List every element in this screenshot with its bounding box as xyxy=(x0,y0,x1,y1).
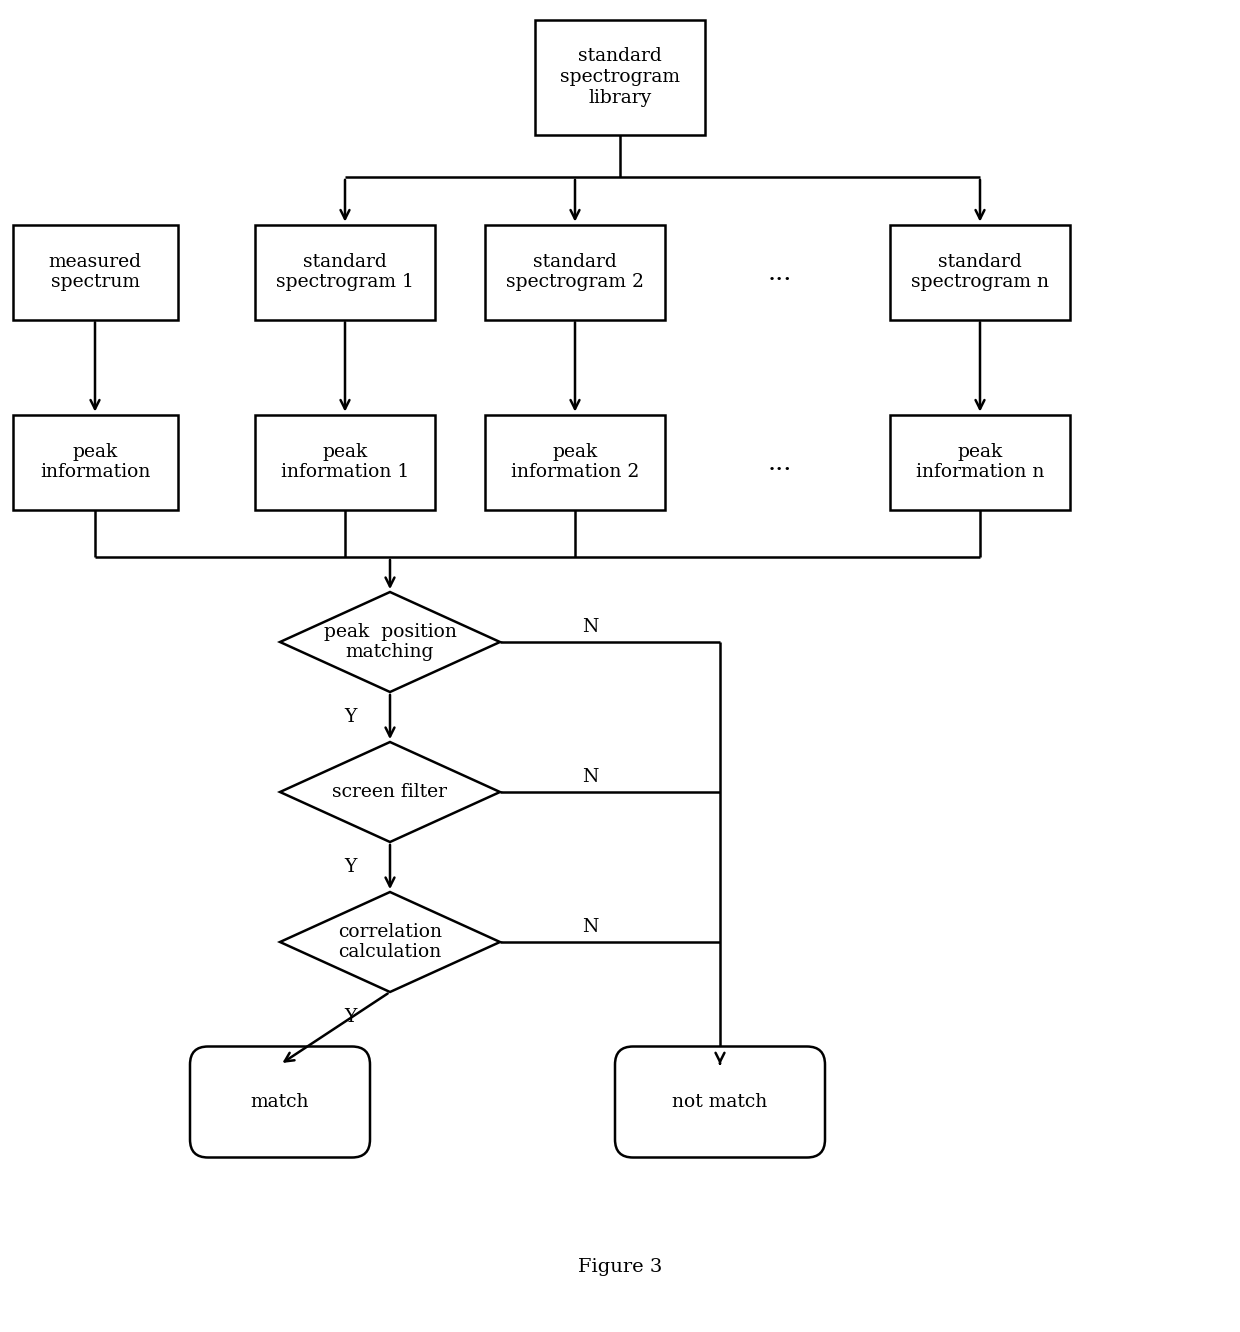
FancyBboxPatch shape xyxy=(12,414,177,510)
FancyBboxPatch shape xyxy=(485,414,665,510)
Text: screen filter: screen filter xyxy=(332,783,448,801)
FancyBboxPatch shape xyxy=(485,225,665,320)
Text: Y: Y xyxy=(343,709,356,726)
FancyBboxPatch shape xyxy=(255,225,435,320)
Text: N: N xyxy=(582,918,598,936)
FancyBboxPatch shape xyxy=(615,1047,825,1158)
FancyBboxPatch shape xyxy=(255,414,435,510)
Text: standard
spectrogram 1: standard spectrogram 1 xyxy=(277,253,414,292)
FancyBboxPatch shape xyxy=(890,225,1070,320)
FancyBboxPatch shape xyxy=(190,1047,370,1158)
Text: match: match xyxy=(250,1094,309,1111)
Text: peak  position
matching: peak position matching xyxy=(324,622,456,662)
FancyBboxPatch shape xyxy=(890,414,1070,510)
Text: measured
spectrum: measured spectrum xyxy=(48,253,141,292)
Text: correlation
calculation: correlation calculation xyxy=(339,923,441,962)
FancyBboxPatch shape xyxy=(534,20,706,135)
Polygon shape xyxy=(280,742,500,842)
Text: peak
information: peak information xyxy=(40,442,150,481)
Polygon shape xyxy=(280,892,500,992)
Text: ...: ... xyxy=(768,260,792,285)
Text: peak
information n: peak information n xyxy=(916,442,1044,481)
Text: N: N xyxy=(582,769,598,786)
Text: standard
spectrogram 2: standard spectrogram 2 xyxy=(506,253,644,292)
Text: not match: not match xyxy=(672,1094,768,1111)
Text: peak
information 1: peak information 1 xyxy=(281,442,409,481)
Text: N: N xyxy=(582,618,598,635)
Polygon shape xyxy=(280,591,500,693)
Text: Y: Y xyxy=(343,1008,356,1026)
FancyBboxPatch shape xyxy=(12,225,177,320)
Text: ...: ... xyxy=(768,449,792,474)
Text: peak
information 2: peak information 2 xyxy=(511,442,639,481)
Text: Y: Y xyxy=(343,858,356,876)
Text: Figure 3: Figure 3 xyxy=(578,1257,662,1276)
Text: standard
spectrogram n: standard spectrogram n xyxy=(911,253,1049,292)
Text: standard
spectrogram
library: standard spectrogram library xyxy=(560,47,680,107)
